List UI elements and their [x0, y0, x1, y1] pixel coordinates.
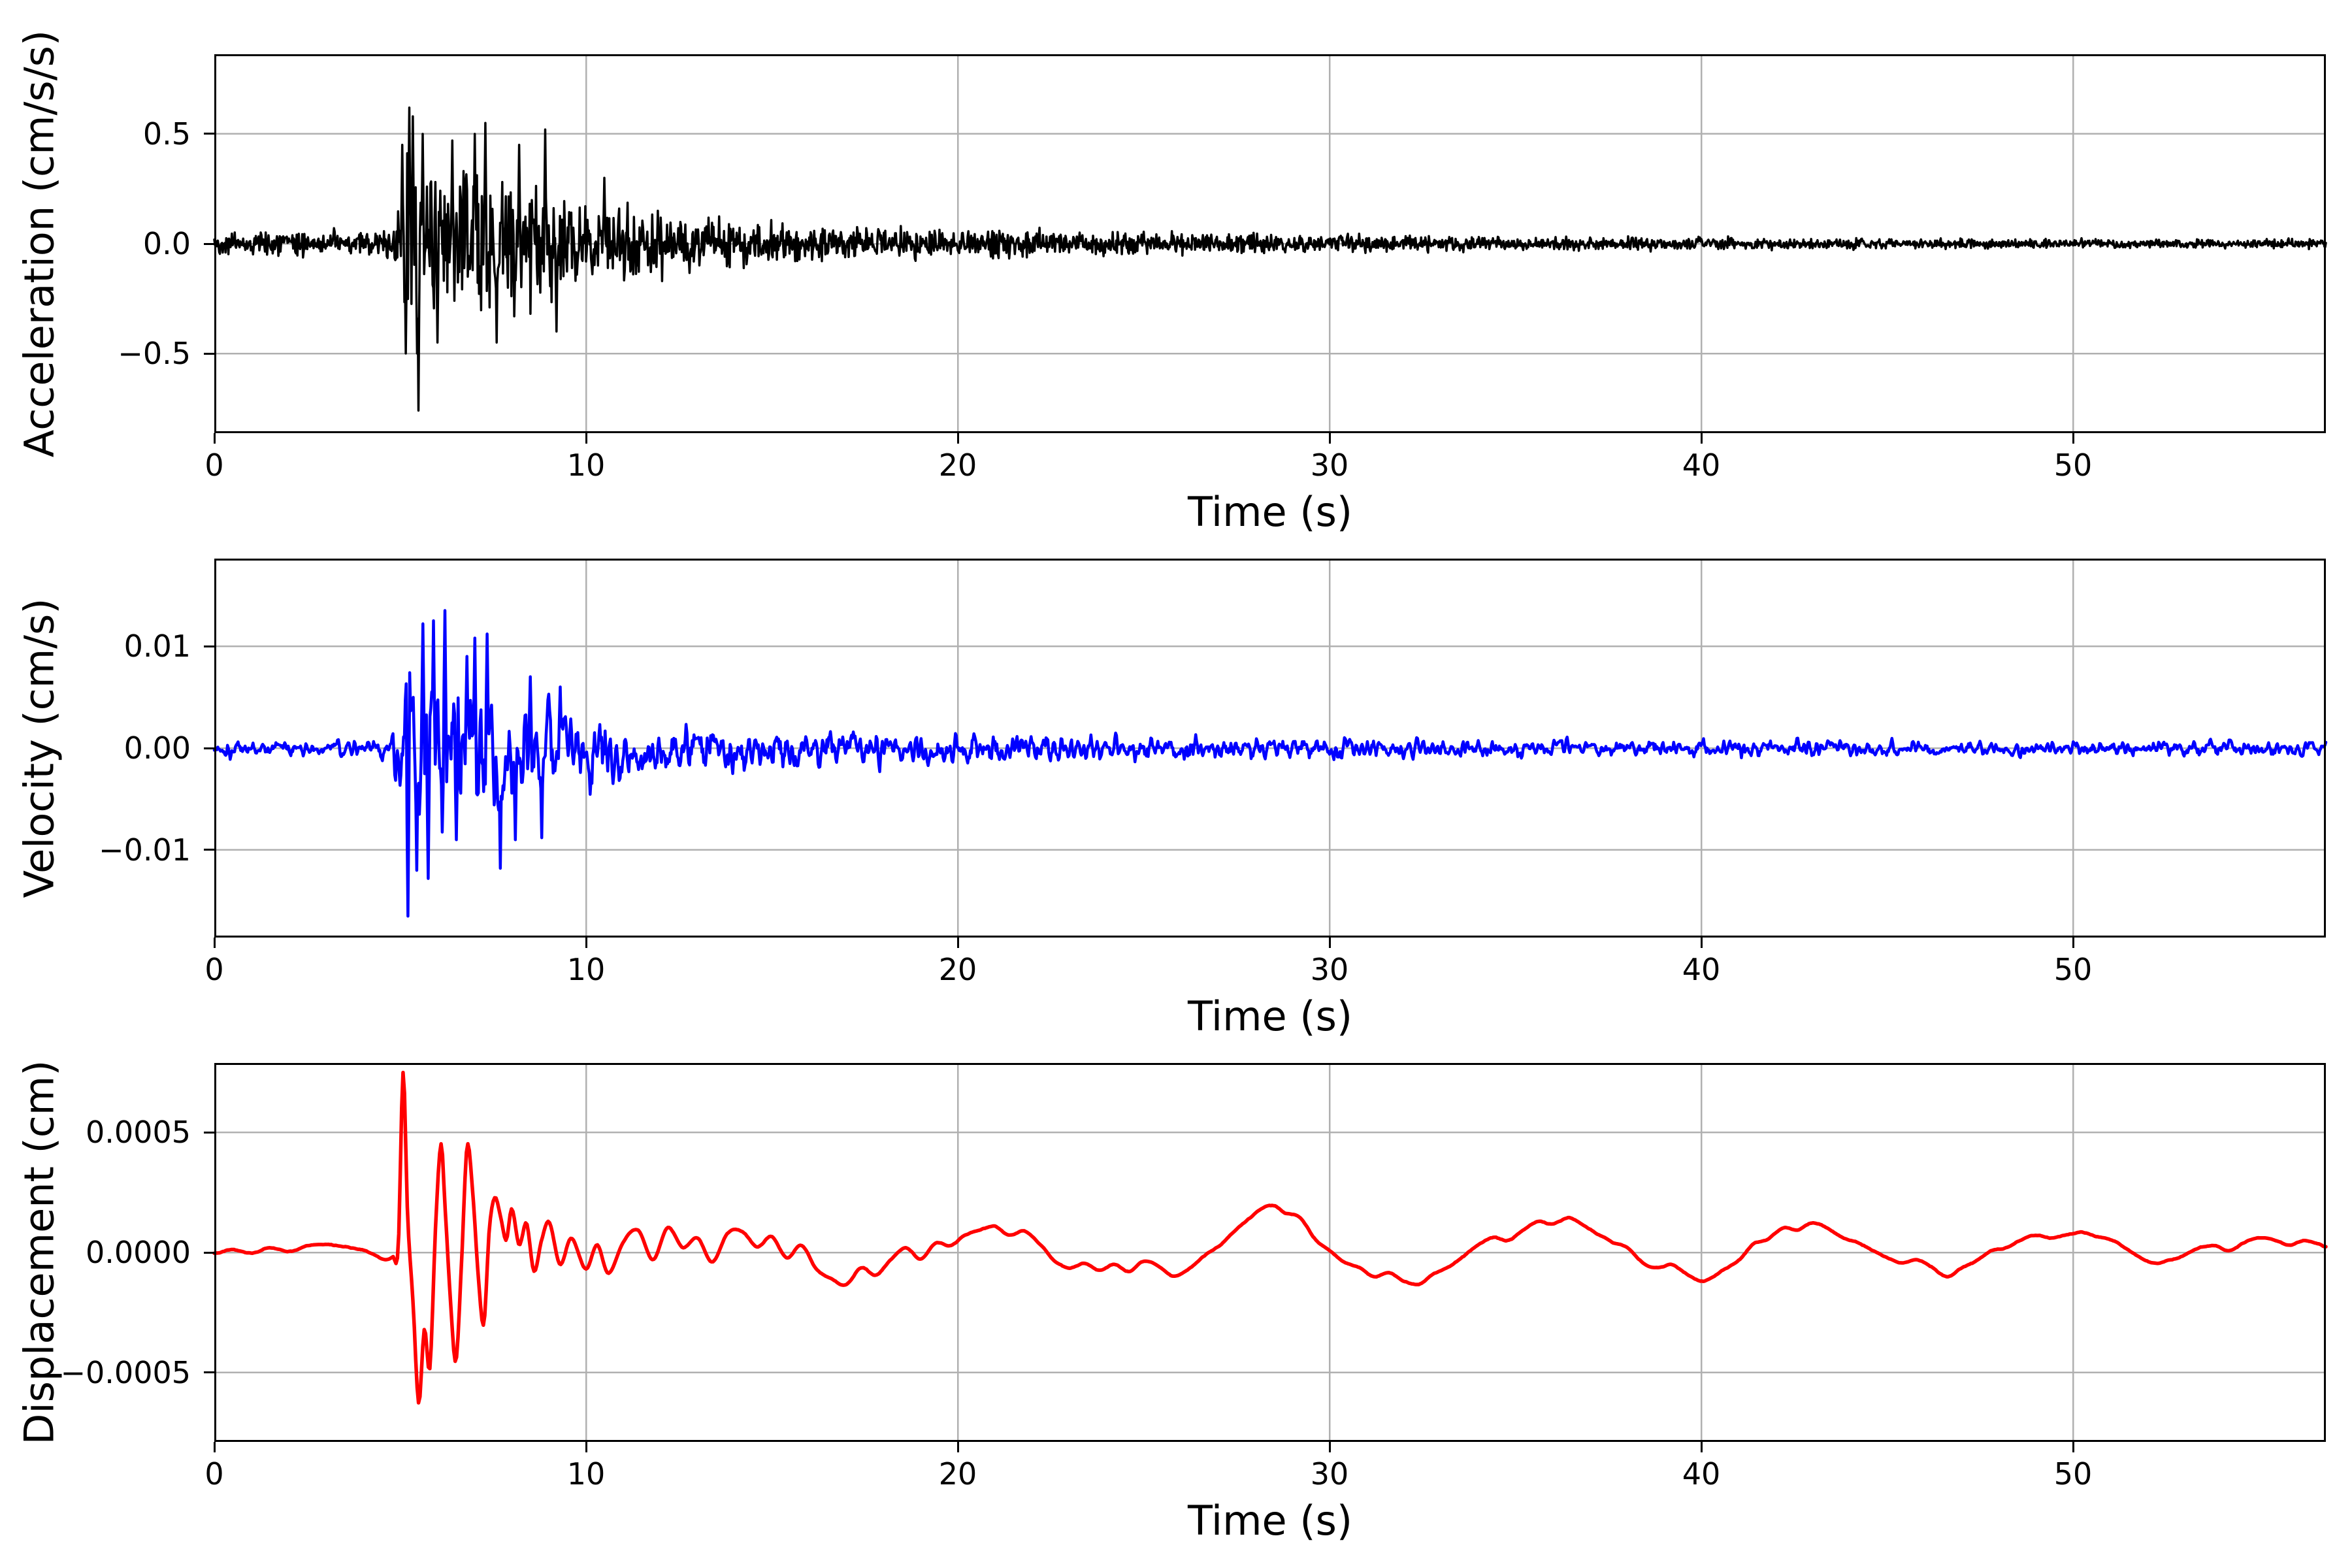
y-tick-label: −0.01: [99, 832, 191, 868]
x-tick-mark: [1700, 938, 1703, 948]
x-axis-label: Time (s): [1187, 992, 1353, 1040]
x-tick-label: 20: [938, 448, 977, 483]
x-tick-mark: [1328, 1442, 1331, 1452]
x-tick-mark: [956, 433, 959, 444]
y-tick-mark: [204, 747, 214, 749]
x-axis-label: Time (s): [1187, 1497, 1353, 1544]
x-tick-label: 20: [938, 1456, 977, 1492]
acceleration-axes: [213, 54, 2327, 433]
y-tick-mark: [204, 1371, 214, 1374]
acceleration-plot: [213, 54, 2327, 433]
y-tick-mark: [204, 352, 214, 355]
x-tick-label: 40: [1682, 448, 1721, 483]
displacement-axes: [212, 1063, 2328, 1442]
axes-spines: [214, 559, 2326, 938]
x-tick-label: 0: [204, 952, 224, 987]
x-tick-mark: [956, 938, 959, 948]
y-tick-mark: [204, 645, 214, 647]
y-tick-label: 0.0: [142, 226, 191, 261]
y-tick-mark: [204, 1131, 214, 1134]
displacement-plot: [212, 1063, 2328, 1442]
x-tick-label: 30: [1310, 952, 1349, 987]
x-tick-mark: [1328, 938, 1331, 948]
y-tick-label: 0.0000: [86, 1235, 191, 1270]
x-tick-label: 30: [1310, 1456, 1349, 1492]
x-tick-mark: [213, 938, 216, 948]
x-tick-mark: [2072, 1442, 2074, 1452]
velocity-plot: [212, 559, 2328, 938]
y-tick-mark: [204, 1251, 214, 1254]
velocity-trace: [212, 609, 2328, 918]
y-tick-labels: 0.01 0.00 −0.01: [0, 559, 191, 938]
x-tick-label: 20: [938, 952, 977, 987]
x-tick-mark: [585, 1442, 587, 1452]
x-axis-label: Time (s): [1187, 488, 1353, 536]
x-tick-label: 0: [204, 448, 224, 483]
x-tick-mark: [2072, 938, 2074, 948]
x-tick-label: 50: [2053, 448, 2093, 483]
velocity-axes: [212, 559, 2328, 938]
y-tick-label: 0.01: [123, 629, 191, 664]
y-tick-mark: [204, 849, 214, 851]
x-tick-mark: [956, 1442, 959, 1452]
x-tick-mark: [213, 433, 216, 444]
y-tick-mark: [204, 242, 214, 245]
x-tick-mark: [213, 1442, 216, 1452]
axes-spines: [214, 1063, 2326, 1442]
acceleration-trace: [213, 106, 2327, 412]
displacement-trace: [212, 1070, 2328, 1405]
x-tick-mark: [1700, 1442, 1703, 1452]
velocity-panel: Velocity (cm/s) 0.01 0.00 −0.01 Time (s) 0…: [0, 559, 2352, 1063]
x-tick-mark: [585, 938, 587, 948]
y-tick-labels: 0.5 0.0 −0.5: [0, 54, 191, 433]
y-tick-label: −0.0005: [60, 1354, 191, 1390]
axes-spines: [214, 54, 2326, 433]
x-tick-mark: [1700, 433, 1703, 444]
x-tick-label: 50: [2053, 952, 2093, 987]
x-tick-mark: [1328, 433, 1331, 444]
displacement-panel: Displacement (cm) 0.0005 0.0000 −0.0005 Ti…: [0, 1060, 2352, 1567]
x-tick-label: 10: [566, 952, 606, 987]
y-tick-label: −0.5: [118, 336, 191, 372]
x-tick-label: 40: [1682, 952, 1721, 987]
y-tick-mark: [204, 133, 214, 135]
x-tick-label: 10: [566, 1456, 606, 1492]
y-tick-label: 0.5: [142, 116, 191, 152]
x-tick-label: 50: [2053, 1456, 2093, 1492]
acceleration-panel: Acceleration (cm/s/s) 0.5 0.0 −0.5 Time (s…: [0, 30, 2352, 559]
x-tick-label: 40: [1682, 1456, 1721, 1492]
x-tick-label: 10: [566, 448, 606, 483]
x-tick-mark: [2072, 433, 2074, 444]
x-tick-label: 30: [1310, 448, 1349, 483]
x-tick-mark: [585, 433, 587, 444]
y-tick-labels: 0.0005 0.0000 −0.0005: [0, 1063, 191, 1442]
y-tick-label: 0.0005: [86, 1115, 191, 1151]
y-tick-label: 0.00: [123, 730, 191, 766]
x-tick-label: 0: [204, 1456, 224, 1492]
